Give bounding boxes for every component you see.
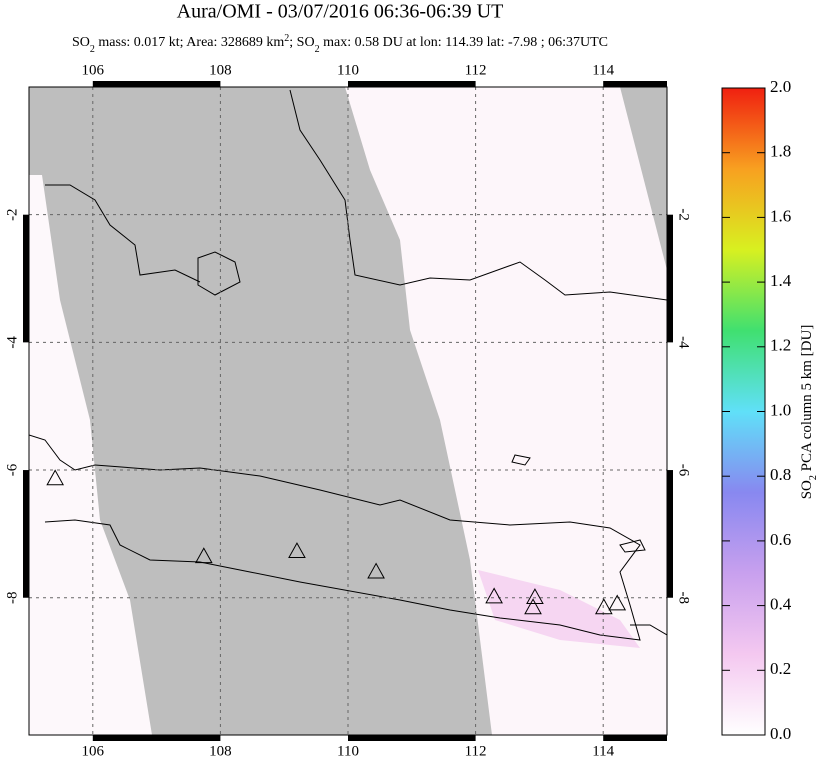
x-tick-label: 110 [337,62,359,78]
colorbar-tick-label: 1.6 [770,206,791,225]
x-tick-label: 106 [82,743,105,759]
y-tick-label: -2 [676,208,692,221]
y-tick-label: -2 [4,208,20,221]
colorbar-tick-label: 1.2 [770,336,791,355]
text-part: SO [72,35,90,50]
colorbar-tick-label: 1.4 [770,271,792,290]
subtitle: SO2 mass: 0.017 kt; Area: 328689 km2; SO… [72,33,608,55]
frame [23,81,673,741]
plot-border [28,86,668,736]
frame-bar [92,735,221,741]
volcano [524,598,542,615]
frame-bar [603,81,667,87]
frame-bar [23,214,29,343]
text-part: max: 0.58 DU at lon: 114.39 lat: -7.98 ;… [320,35,608,50]
swath [29,175,152,735]
colorbar-tick-label: 0.8 [770,465,791,484]
text-part: mass: 0.017 kt; Area: 328689 km [95,35,284,50]
frame-bar [348,81,476,87]
frame-bar [348,735,476,741]
swath [345,87,667,735]
y-tick-label: -4 [676,336,692,349]
text-part: 2 [284,33,289,44]
text-part: 2 [90,44,95,55]
x-tick-label: 114 [592,62,614,78]
colorbar-tick-label: 0.0 [770,724,791,743]
volcano [46,469,65,486]
text-part: 2 [808,475,819,480]
y-tick-label: -4 [4,336,20,349]
so2-signal [478,570,640,648]
x-tick-label: 112 [465,743,487,759]
volcano [194,547,213,564]
colorbar-tick-label: 0.4 [770,595,792,614]
colorbar-tick-label: 1.0 [770,400,791,419]
colorbar-tick-label: 2.0 [770,77,791,96]
y-tick-label: -8 [4,591,20,604]
text-part: SO [799,480,815,499]
x-tick-label: 110 [337,743,359,759]
x-tick-label: 106 [82,62,105,78]
x-tick-label: 114 [592,743,614,759]
text-part: 2 [315,44,320,55]
volcano [608,594,627,611]
colorbar-tick-label: 1.8 [770,142,791,161]
volcano [485,587,503,604]
volcano [288,542,306,559]
chart-title: Aura/OMI - 03/07/2016 06:36-06:39 UT [177,1,504,23]
text-part: PCA column 5 km [DU] [799,325,815,475]
volcanoes [46,469,627,615]
volcano [594,598,613,615]
colorbar-tick-label: 0.2 [770,659,791,678]
x-tick-label: 108 [209,62,232,78]
y-tick-label: -6 [4,463,20,476]
y-tick-label: -6 [676,464,692,477]
frame-bar [92,81,221,87]
colorbar-tick-label: 0.6 [770,530,791,549]
frame-bar [667,470,673,598]
grid [29,87,667,735]
text-part: ; SO [289,35,314,50]
colorbar-label: SO2 PCA column 5 km [DU] [799,325,818,500]
frame-bar [23,470,29,598]
y-tick-label: -8 [676,591,692,604]
frame-bar [667,214,673,343]
coastline [29,89,667,641]
x-tick-label: 108 [209,743,232,759]
frame-bar [603,735,667,741]
volcano [367,562,385,579]
x-tick-label: 112 [465,62,487,78]
